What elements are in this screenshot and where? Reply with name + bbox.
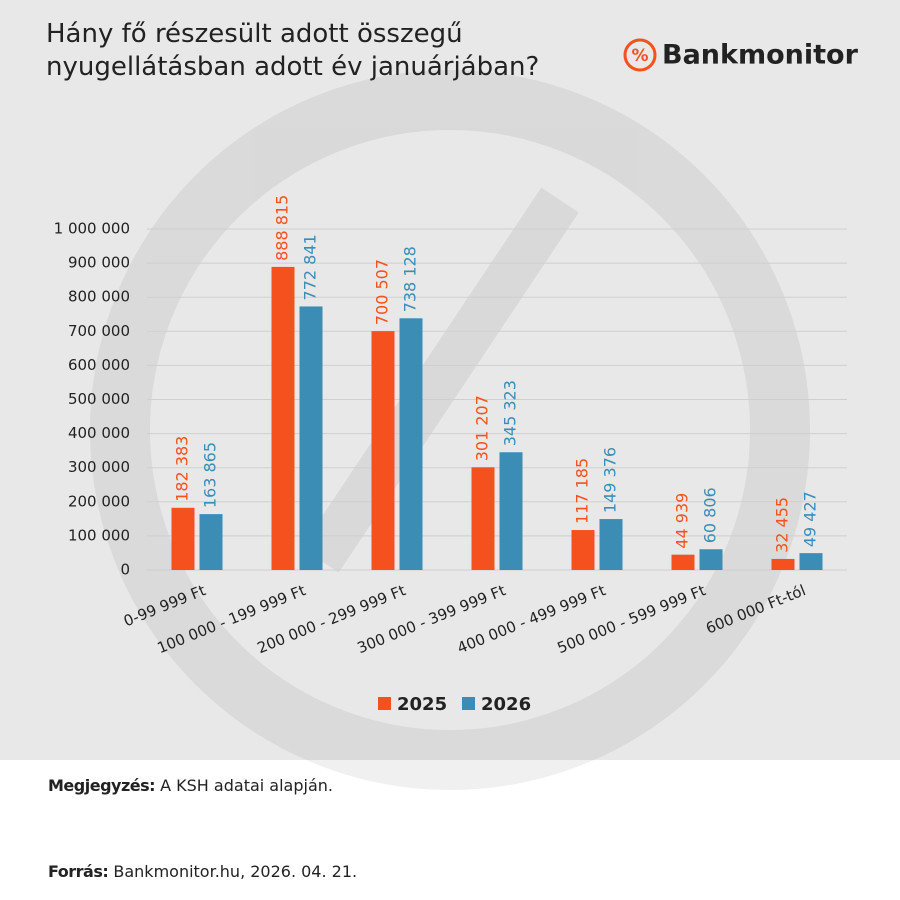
y-tick-label: 300 000 — [68, 458, 130, 476]
bar — [399, 318, 423, 570]
source: Forrás: Bankmonitor.hu, 2026. 04. 21. — [48, 862, 357, 881]
legend-swatch — [378, 697, 391, 710]
y-tick-label: 600 000 — [68, 356, 130, 374]
bar — [199, 514, 223, 570]
value-label: 345 323 — [501, 380, 520, 446]
y-tick-label: 700 000 — [68, 322, 130, 340]
value-label: 772 841 — [301, 234, 320, 300]
note-text: A KSH adatai alapján. — [160, 776, 333, 795]
bar — [699, 549, 723, 570]
logo: % Bankmonitor — [623, 38, 859, 72]
value-label: 117 185 — [573, 458, 592, 524]
value-label: 301 207 — [473, 395, 492, 461]
source-label: Forrás: — [48, 862, 109, 881]
source-text: Bankmonitor.hu, 2026. 04. 21. — [113, 862, 358, 881]
legend-label: 2025 — [397, 694, 447, 715]
value-label: 738 128 — [401, 246, 420, 312]
y-tick-label: 1 000 000 — [54, 220, 130, 238]
value-label: 60 806 — [701, 487, 720, 543]
chart-title: Hány fő részesült adott összegű nyugellá… — [46, 19, 540, 82]
y-tick-label: 900 000 — [68, 254, 130, 272]
bar — [471, 467, 495, 570]
chart-background — [0, 0, 900, 760]
bar — [171, 507, 195, 570]
value-label: 44 939 — [673, 493, 692, 549]
y-tick-label: 800 000 — [68, 288, 130, 306]
value-label: 49 427 — [801, 491, 820, 547]
y-tick-label: 500 000 — [68, 390, 130, 408]
value-label: 32 455 — [773, 497, 792, 553]
bar — [571, 530, 595, 570]
bar — [599, 519, 623, 570]
value-label: 149 376 — [601, 447, 620, 513]
legend-label: 2026 — [481, 694, 531, 715]
value-label: 700 507 — [373, 259, 392, 325]
value-label: 888 815 — [273, 195, 292, 261]
watermark — [90, 70, 810, 790]
y-tick-label: 100 000 — [68, 526, 130, 544]
y-tick-label: 200 000 — [68, 492, 130, 510]
bar — [799, 553, 823, 570]
svg-text:%: % — [631, 46, 648, 66]
bar — [499, 452, 523, 570]
value-label: 163 865 — [201, 442, 220, 508]
y-tick-label: 400 000 — [68, 424, 130, 442]
note-label: Megjegyzés: — [48, 776, 156, 795]
bar — [671, 554, 695, 570]
bar — [771, 558, 795, 570]
note: Megjegyzés: A KSH adatai alapján. — [48, 776, 333, 795]
legend-swatch — [462, 697, 475, 710]
y-tick-label: 0 — [120, 561, 130, 579]
brand: Bankmonitor — [662, 40, 859, 71]
bar — [299, 306, 323, 570]
bar — [371, 331, 395, 570]
bar — [271, 266, 295, 570]
value-label: 182 383 — [173, 436, 192, 502]
